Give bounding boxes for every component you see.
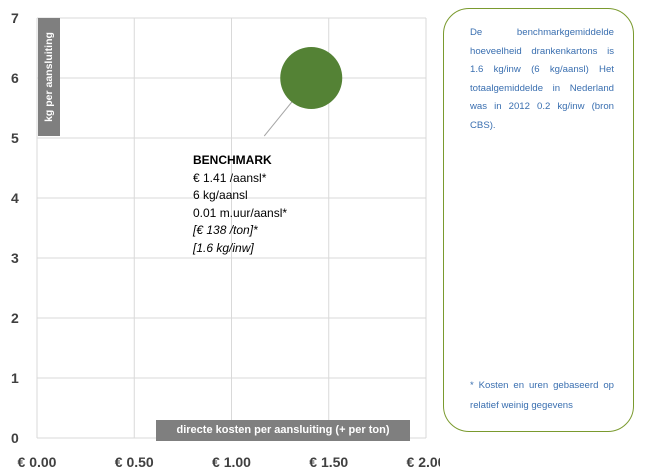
benchmark-annotation: BENCHMARK € 1.41 /aansl* 6 kg/aansl 0.01… [193, 152, 287, 258]
benchmark-weight: 6 kg/aansl [193, 188, 248, 203]
note-box: De benchmarkgemiddelde hoeveelheid drank… [443, 8, 634, 432]
note-text: De benchmarkgemiddelde hoeveelheid drank… [470, 27, 614, 131]
x-tick-label: € 2.00 [407, 454, 440, 470]
benchmark-kg-per-inhabitant: [1.6 kg/inw] [193, 240, 254, 255]
x-tick-label: € 0.50 [115, 454, 154, 470]
y-axis-label: kg per aansluiting [43, 32, 55, 122]
benchmark-cost: € 1.41 /aansl* [193, 170, 267, 185]
benchmark-hours: 0.01 m.uur/aansl* [193, 205, 288, 220]
y-tick-label: 7 [11, 10, 19, 26]
x-tick-label: € 1.50 [309, 454, 348, 470]
y-tick-label: 2 [11, 310, 19, 326]
y-tick-label: 1 [11, 370, 19, 386]
x-tick-label: € 1.00 [212, 454, 251, 470]
y-tick-label: 3 [11, 250, 19, 266]
y-tick-label: 6 [11, 70, 19, 86]
y-tick-labels: 0 1 2 3 4 5 6 7 [11, 10, 19, 446]
chart-area: 0 1 2 3 4 5 6 7 € 0.00 € 0.50 € 1.00 € 1.50 € 2.00 [11, 10, 440, 470]
x-tick-labels: € 0.00 € 0.50 € 1.00 € 1.50 € 2.00 [18, 454, 440, 470]
benchmark-title: BENCHMARK [193, 153, 272, 167]
benchmark-bubble [280, 47, 343, 109]
y-tick-label: 4 [11, 190, 19, 206]
x-tick-label: € 0.00 [18, 454, 57, 470]
note-footnote: * Kosten en uren gebaseerd op relatief w… [470, 380, 614, 411]
y-axis-label-box [38, 18, 60, 136]
y-tick-label: 0 [11, 430, 19, 446]
y-tick-label: 5 [11, 130, 19, 146]
benchmark-cost-per-ton: [€ 138 /ton]* [193, 223, 258, 238]
x-axis-label: directe kosten per aansluiting (+ per to… [156, 420, 410, 441]
